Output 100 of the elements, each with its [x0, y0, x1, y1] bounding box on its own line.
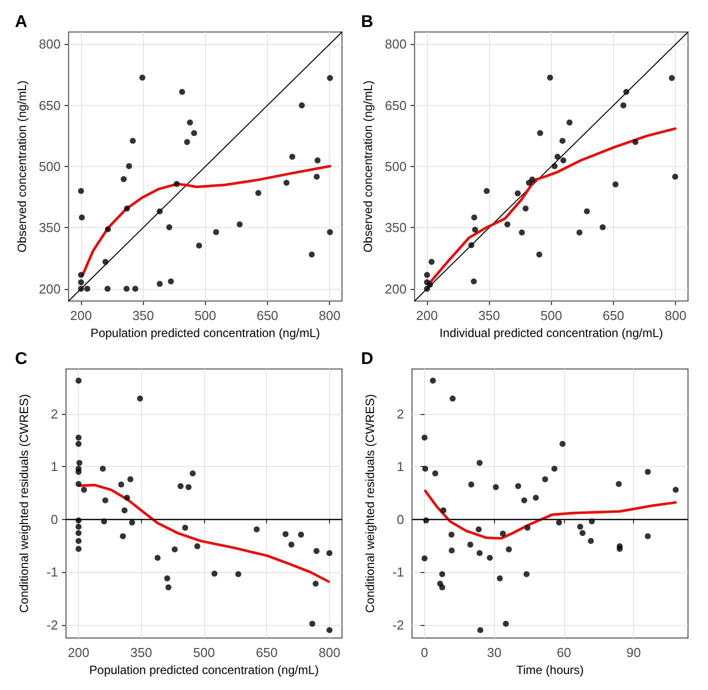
- point: [126, 163, 132, 170]
- point: [672, 174, 678, 180]
- point: [588, 518, 595, 524]
- point: [476, 460, 483, 466]
- point: [486, 554, 493, 561]
- point: [139, 74, 146, 81]
- point: [298, 102, 305, 108]
- chart-title: C: [15, 349, 28, 368]
- point: [620, 102, 626, 108]
- point: [580, 530, 586, 536]
- point: [554, 154, 561, 160]
- y-tick-label: -1: [392, 564, 404, 580]
- point: [477, 627, 484, 634]
- x-tick-label: 500: [540, 308, 562, 323]
- x-tick-label: 650: [256, 308, 278, 323]
- point: [644, 533, 651, 540]
- point: [179, 88, 186, 95]
- point: [326, 550, 332, 556]
- y-tick-label: 0: [50, 512, 58, 527]
- point: [213, 229, 220, 236]
- point: [254, 526, 260, 532]
- point: [235, 571, 242, 578]
- x-tick-label: 0: [420, 645, 428, 660]
- x-tick-label: 350: [132, 308, 154, 323]
- point: [424, 272, 430, 278]
- y-axis-title: Conditional weighted residuals (CWRES): [363, 394, 377, 613]
- point: [326, 229, 333, 236]
- point: [424, 286, 430, 292]
- point: [467, 542, 474, 548]
- point: [522, 205, 529, 212]
- point: [422, 466, 428, 472]
- point: [468, 482, 474, 488]
- point: [156, 208, 163, 214]
- point: [476, 526, 482, 532]
- x-axis-title: Time (hours): [516, 662, 584, 677]
- point: [76, 517, 82, 524]
- point: [164, 575, 170, 582]
- x-tick-label: 800: [318, 308, 340, 323]
- point: [102, 258, 108, 265]
- point: [537, 130, 544, 136]
- x-tick-label: 200: [70, 308, 92, 323]
- point: [668, 75, 675, 82]
- point: [672, 486, 679, 493]
- point: [542, 476, 548, 482]
- x-tick-label: 60: [556, 645, 572, 660]
- point: [124, 286, 130, 292]
- point: [194, 543, 200, 550]
- x-axis-title: Individual predicted concentration (ng/mL): [440, 326, 664, 340]
- point: [120, 533, 126, 540]
- point: [124, 205, 130, 212]
- point: [576, 230, 582, 236]
- point: [236, 221, 243, 228]
- point: [101, 518, 108, 524]
- line-series: [424, 490, 677, 540]
- point: [76, 546, 82, 552]
- point: [184, 139, 190, 146]
- point: [78, 188, 84, 194]
- point: [122, 507, 128, 514]
- point: [76, 468, 82, 475]
- point: [496, 575, 503, 582]
- point: [502, 620, 509, 627]
- y-tick-label: 500: [384, 159, 407, 174]
- point: [515, 483, 522, 490]
- point: [521, 497, 528, 504]
- point: [529, 176, 536, 183]
- point: [168, 278, 174, 284]
- chart-title: B: [361, 12, 374, 31]
- y-tick-label: 650: [38, 98, 61, 113]
- point: [326, 75, 333, 82]
- point: [127, 476, 134, 482]
- point: [118, 482, 124, 488]
- point: [440, 507, 446, 514]
- point: [644, 468, 651, 475]
- point: [560, 157, 566, 164]
- point: [484, 188, 490, 194]
- point: [78, 279, 84, 286]
- point: [471, 214, 478, 220]
- point: [76, 538, 82, 544]
- point: [577, 524, 584, 530]
- point: [506, 546, 512, 552]
- point: [124, 494, 130, 501]
- point: [190, 470, 196, 476]
- point: [422, 555, 428, 562]
- point: [78, 272, 84, 278]
- point: [137, 396, 144, 402]
- y-tick-label: 800: [38, 36, 61, 52]
- y-tick-label: 0: [396, 512, 404, 527]
- y-tick-label: 1: [50, 459, 58, 474]
- x-tick-label: 800: [318, 645, 340, 660]
- point: [172, 546, 178, 552]
- point: [84, 286, 90, 292]
- point: [309, 620, 316, 627]
- point: [504, 221, 510, 228]
- point: [584, 208, 590, 214]
- point: [283, 180, 290, 186]
- point: [476, 550, 483, 556]
- point: [623, 88, 630, 95]
- point: [547, 74, 554, 81]
- point: [472, 226, 478, 233]
- x-tick-label: 350: [478, 308, 500, 323]
